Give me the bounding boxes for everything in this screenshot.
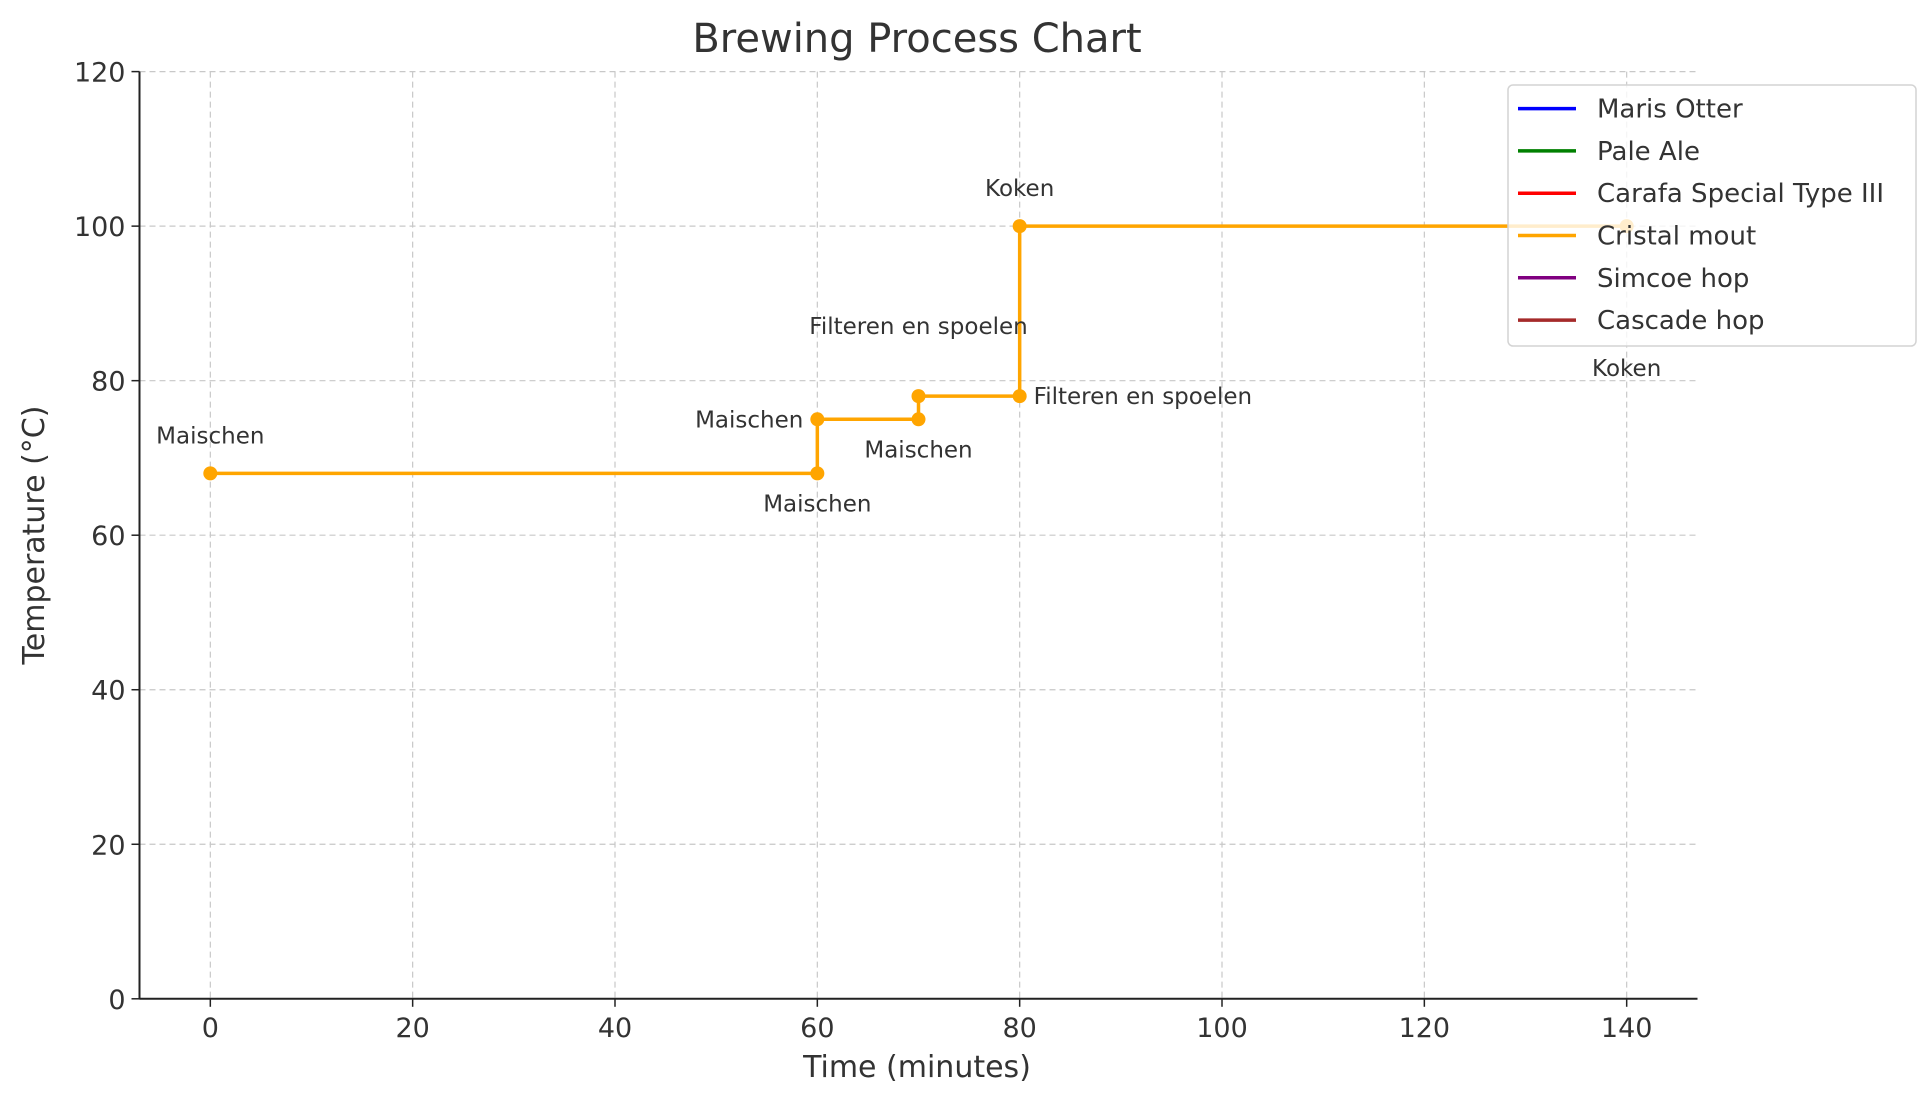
- x-tick-label: 40: [598, 1013, 632, 1044]
- x-tick-label: 20: [395, 1013, 429, 1044]
- legend-box: [1507, 84, 1917, 347]
- y-tick-label: 20: [91, 830, 125, 861]
- y-tick-label: 120: [74, 58, 126, 89]
- y-tick-label: 100: [74, 212, 126, 243]
- legend-label: Cascade hop: [1597, 306, 1765, 336]
- point-label: Koken: [1592, 356, 1661, 382]
- point-label: Maischen: [695, 407, 803, 433]
- data-point: [810, 412, 825, 427]
- point-label: Maischen: [763, 491, 871, 517]
- data-point: [810, 466, 825, 481]
- y-tick-label: 60: [91, 521, 125, 552]
- legend-label: Simcoe hop: [1597, 264, 1749, 294]
- legend-label: Carafa Special Type III: [1597, 179, 1884, 209]
- y-tick-label: 80: [91, 367, 125, 398]
- x-tick-label: 140: [1601, 1013, 1653, 1044]
- y-tick-label: 0: [108, 985, 125, 1016]
- point-label: Filteren en spoelen: [1034, 384, 1252, 410]
- series-line: [210, 224, 1627, 476]
- legend-label: Pale Ale: [1597, 137, 1700, 167]
- legend: Maris Otter Pale Ale Carafa Special Type I…: [1507, 84, 1917, 347]
- point-label: Maischen: [864, 437, 972, 463]
- axes: 0 20 40 60 80 100 120 140 0 20 40 60 80 100 120: [74, 58, 1698, 1044]
- point-label: Koken: [985, 176, 1054, 202]
- point-label: Filteren en spoelen: [809, 314, 1027, 340]
- x-tick-label: 0: [202, 1013, 219, 1044]
- x-tick-label: 120: [1399, 1013, 1451, 1044]
- y-axis-label: Temperature (°C): [17, 406, 52, 666]
- legend-label: Cristal mout: [1597, 222, 1756, 252]
- data-point: [911, 389, 926, 404]
- x-tick-label: 100: [1196, 1013, 1248, 1044]
- chart-title: Brewing Process Chart: [692, 16, 1141, 62]
- point-labels: Maischen Maischen Maischen Maischen Filteren…: [156, 176, 1661, 517]
- y-tick-label: 40: [91, 676, 125, 707]
- data-point: [911, 412, 926, 427]
- x-axis-label: Time (minutes): [802, 1050, 1031, 1085]
- data-point: [1012, 219, 1027, 234]
- x-tick-label: 80: [1002, 1013, 1036, 1044]
- x-tick-label: 60: [800, 1013, 834, 1044]
- data-point: [203, 466, 218, 481]
- legend-label: Maris Otter: [1597, 95, 1743, 125]
- point-label: Maischen: [156, 423, 264, 449]
- grid: [139, 70, 1698, 1000]
- data-point: [1012, 389, 1027, 404]
